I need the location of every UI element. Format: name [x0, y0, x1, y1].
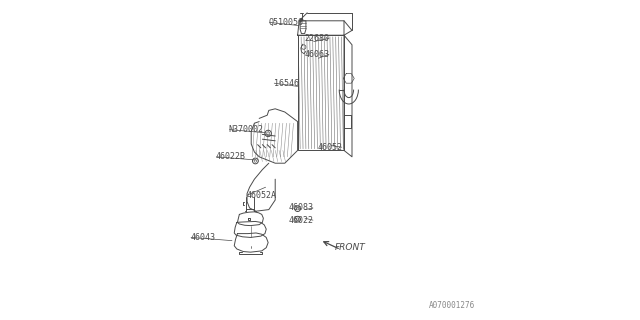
Text: N370002: N370002 — [229, 125, 264, 134]
Text: 22680: 22680 — [305, 34, 330, 43]
Text: 46052A: 46052A — [246, 191, 276, 200]
Text: 46083: 46083 — [289, 204, 314, 212]
Circle shape — [300, 18, 303, 21]
Text: Q510056: Q510056 — [269, 18, 304, 27]
Text: 46022: 46022 — [289, 216, 314, 225]
Text: 16546: 16546 — [274, 79, 299, 88]
Text: 46022B: 46022B — [216, 152, 246, 161]
Text: 46043: 46043 — [191, 233, 216, 242]
Text: A070001276: A070001276 — [429, 301, 475, 310]
Text: 46052: 46052 — [317, 143, 342, 152]
Text: 46063: 46063 — [305, 50, 330, 59]
Text: FRONT: FRONT — [334, 243, 365, 252]
